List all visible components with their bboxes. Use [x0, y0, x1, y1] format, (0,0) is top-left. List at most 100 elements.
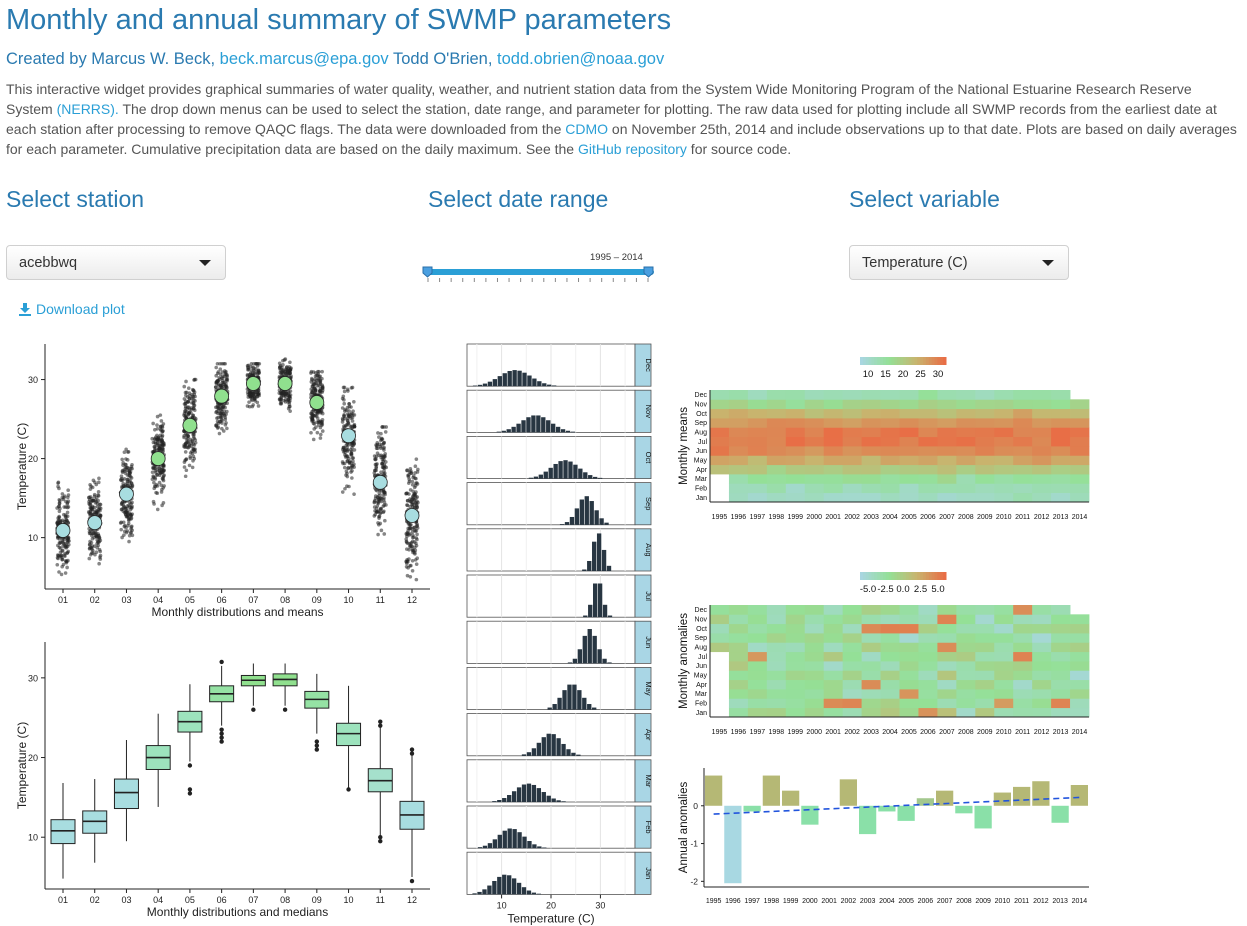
heatmap-cell [728, 707, 749, 718]
nerrs-link[interactable]: (NERRS). [56, 101, 119, 117]
outlier-point [282, 707, 288, 712]
hist-bar [602, 658, 607, 664]
x-tick-label: 1995 [712, 514, 728, 521]
github-link[interactable]: GitHub repository [577, 141, 687, 157]
data-point [66, 505, 71, 509]
strip-label: Jun [644, 636, 653, 648]
hist-bar [604, 522, 609, 525]
heatmap-cell [785, 455, 806, 466]
heatmap-cell [785, 642, 806, 653]
heatmap-cell [728, 483, 749, 494]
data-point [408, 574, 413, 579]
author2-email-link[interactable]: todd.obrien@noaa.gov [497, 50, 665, 68]
heatmap-cell [823, 679, 844, 690]
data-point [218, 361, 222, 366]
data-point [184, 410, 189, 414]
x-tick-label: 05 [185, 595, 195, 605]
heatmap-cell [994, 642, 1014, 653]
cdmo-link[interactable]: CDMO [565, 121, 609, 137]
hist-bar [594, 510, 599, 525]
heatmap-cell [710, 408, 730, 419]
data-point [190, 387, 195, 392]
data-point [320, 429, 325, 433]
x-tick-label: 2004 [882, 729, 898, 736]
bar [839, 779, 857, 806]
heatmap-cell [747, 492, 768, 503]
heatmap-cell [956, 633, 976, 643]
data-point [377, 522, 381, 527]
data-point [57, 497, 62, 502]
data-point [411, 550, 415, 555]
heatmap-cell [1032, 408, 1052, 419]
hist-bar [601, 549, 607, 571]
data-point [404, 537, 408, 541]
hist-bar [517, 370, 522, 387]
data-point [410, 535, 415, 540]
heatmap-cell [1032, 651, 1052, 662]
heatmap-cell [937, 651, 957, 662]
hist-bar [566, 749, 571, 756]
bar [936, 790, 954, 806]
slider-handle-start[interactable] [422, 266, 433, 278]
legend-swatch [891, 572, 895, 580]
strip-label: Nov [644, 405, 653, 419]
x-tick-label: 2008 [958, 729, 974, 736]
data-point [352, 413, 357, 417]
data-point [217, 375, 221, 380]
data-point [126, 515, 131, 520]
y-tick-label: -1 [690, 839, 698, 849]
author1-email-link[interactable]: beck.marcus@epa.gov [219, 50, 389, 68]
heatmap-cell [956, 698, 976, 709]
legend-swatch [897, 572, 901, 580]
heatmap-cell [861, 707, 881, 718]
data-point [162, 469, 166, 473]
data-point [191, 395, 196, 399]
data-point [255, 390, 260, 394]
strip-label: Feb [644, 821, 653, 834]
heatmap-cell [880, 427, 900, 438]
heatmap-cell [747, 446, 768, 456]
y-tick-label: Jun [696, 448, 707, 455]
heatmap-cell [880, 689, 900, 699]
hist-bar [482, 845, 488, 849]
x-tick-label: 2012 [1034, 514, 1050, 521]
outlier-point [314, 743, 320, 748]
bar [762, 775, 780, 806]
heatmap-cell [804, 661, 825, 671]
heatmap-cell [975, 661, 995, 671]
mean-point [55, 523, 71, 538]
station-select[interactable]: acebbwq [6, 245, 226, 280]
legend-swatch [928, 357, 933, 365]
hist-bar [526, 783, 532, 802]
heatmap-cell [1013, 492, 1033, 503]
heatmap-cell [994, 670, 1014, 681]
heatmap-cell [1070, 623, 1090, 634]
heatmap-cell [956, 707, 976, 718]
heatmap-cell [842, 698, 862, 709]
date-range-slider[interactable] [420, 262, 662, 288]
data-point [383, 490, 387, 495]
data-point [341, 417, 345, 422]
hist-bar [536, 788, 542, 802]
legend-swatch [908, 357, 913, 365]
data-point [90, 536, 95, 541]
data-point [215, 419, 220, 424]
hist-bar [593, 476, 598, 479]
data-point [88, 483, 92, 487]
x-tick-label: 1998 [764, 898, 780, 905]
slider-handle-end[interactable] [643, 266, 654, 278]
heatmap-cell [842, 436, 862, 447]
heatmap-cell [937, 446, 957, 456]
variable-select[interactable]: Temperature (C) [849, 245, 1069, 280]
heatmap-cell [975, 605, 995, 615]
data-point [350, 385, 355, 390]
download-plot-button[interactable]: Download plot [18, 301, 125, 317]
data-point [186, 405, 190, 409]
hist-bar [551, 734, 556, 756]
monthly-anomalies-heatmap: -5.0 -2.5 0.0 2.5 5.0 Jan Feb Mar Apr May Jun Jul Au… [678, 572, 1090, 736]
data-point [122, 533, 126, 537]
hist-bar [571, 752, 576, 756]
heatmap-cell [1070, 455, 1090, 466]
slider-track[interactable] [426, 269, 654, 275]
data-point [318, 382, 323, 387]
